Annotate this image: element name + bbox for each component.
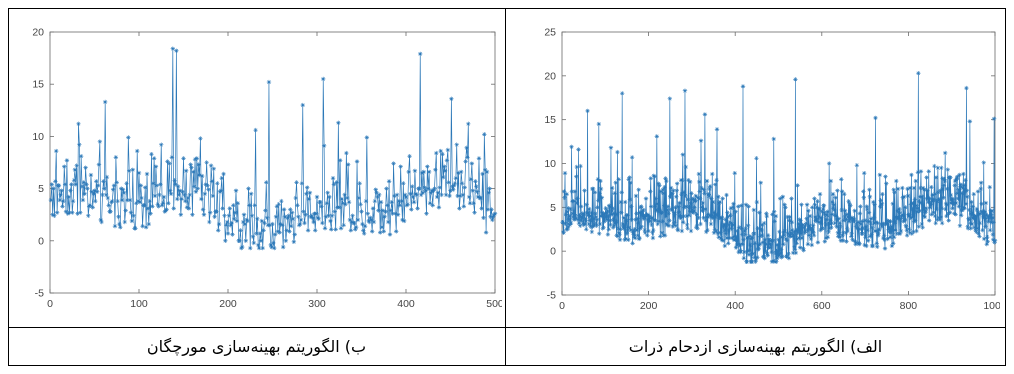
y-tick-label: 5 bbox=[550, 202, 556, 214]
table-border-top bbox=[8, 8, 1006, 9]
x-tick-label: 0 bbox=[559, 300, 565, 312]
x-tick-label: 800 bbox=[900, 300, 918, 312]
x-tick-label: 0 bbox=[47, 298, 53, 310]
y-tick-label: 20 bbox=[32, 27, 44, 39]
y-tick-label: 15 bbox=[544, 114, 556, 126]
y-tick-label: 10 bbox=[544, 158, 556, 170]
y-tick-label: 20 bbox=[544, 70, 556, 82]
plot-area bbox=[49, 31, 496, 294]
y-tick-label: 0 bbox=[550, 246, 556, 258]
y-tick-label: 25 bbox=[544, 27, 556, 39]
series-line bbox=[562, 73, 996, 263]
caption-left: ب) الگوریتم بهینه‌سازی مورچگان bbox=[146, 337, 367, 356]
y-tick-label: -5 bbox=[35, 288, 44, 300]
y-tick-label: -5 bbox=[547, 290, 556, 302]
table-border-bottom bbox=[8, 365, 1006, 366]
table-divider-vertical bbox=[505, 8, 506, 366]
x-tick-label: 100 bbox=[130, 298, 148, 310]
table-divider-horizontal bbox=[8, 327, 1006, 328]
x-tick-label: 600 bbox=[813, 300, 831, 312]
y-tick-label: 15 bbox=[32, 79, 44, 91]
x-tick-label: 500 bbox=[486, 298, 502, 310]
y-tick-label: 5 bbox=[38, 183, 44, 195]
y-tick-label: 0 bbox=[38, 235, 44, 247]
caption-right: الف) الگوریتم بهینه‌سازی ازدحام ذرات bbox=[628, 337, 883, 356]
table-border-right bbox=[1005, 8, 1006, 366]
x-tick-label: 200 bbox=[219, 298, 237, 310]
table-border-left bbox=[8, 8, 9, 366]
series-markers bbox=[560, 71, 998, 264]
series-markers bbox=[48, 46, 498, 251]
x-tick-label: 200 bbox=[640, 300, 658, 312]
x-tick-label: 400 bbox=[726, 300, 744, 312]
x-tick-label: 1000 bbox=[983, 300, 1000, 312]
y-tick-label: 10 bbox=[32, 131, 44, 143]
x-tick-label: 300 bbox=[308, 298, 326, 310]
x-tick-label: 400 bbox=[397, 298, 415, 310]
